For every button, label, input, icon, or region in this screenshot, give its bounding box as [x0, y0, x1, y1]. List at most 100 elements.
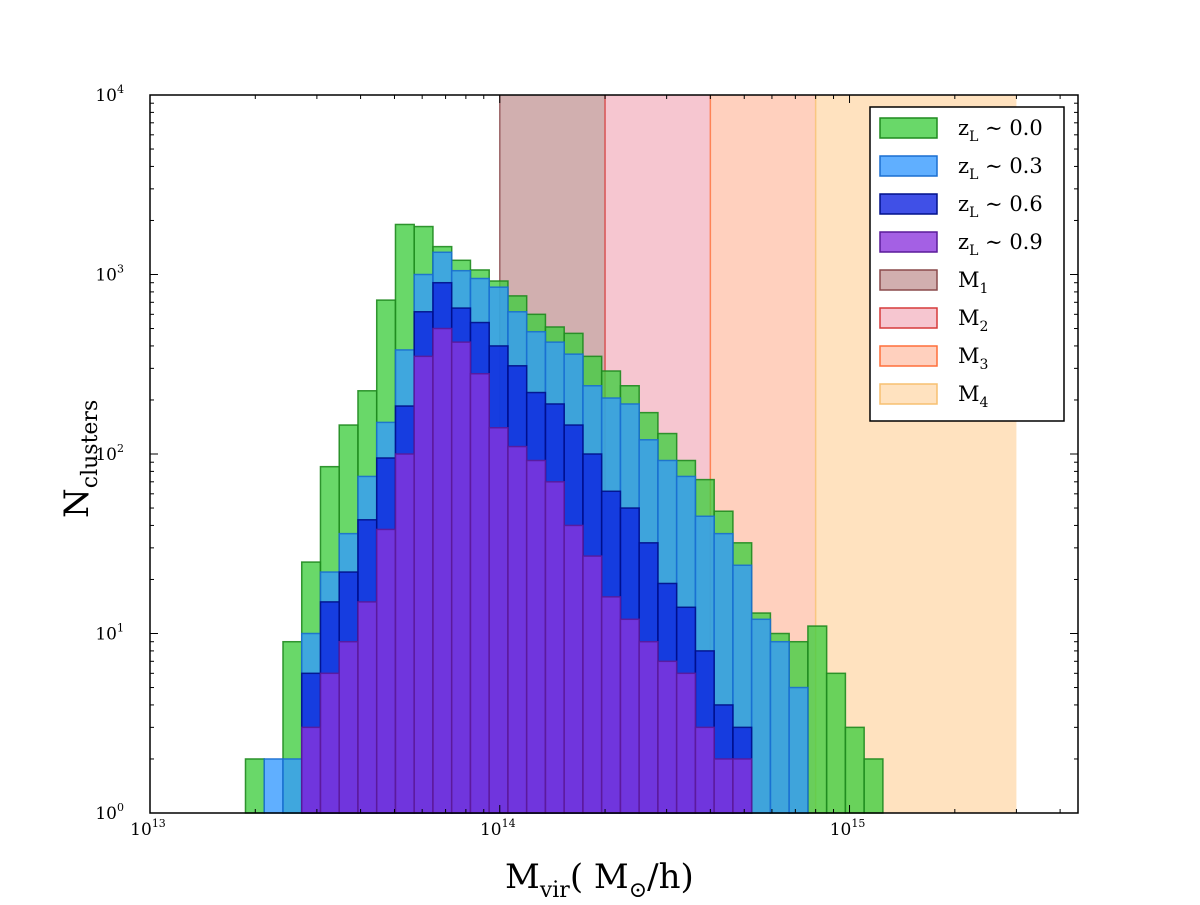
legend-label: M4: [958, 382, 989, 411]
bar-series3-bin15: [525, 459, 547, 814]
x-axis-label-sub: vir: [539, 878, 570, 903]
bar-series3-bin20: [619, 618, 640, 814]
bar-series3-bin10: [432, 327, 453, 814]
bar-series3-bin26: [732, 758, 753, 814]
x-axis-label-tail: /h): [647, 857, 694, 897]
bar-series3-bin12: [469, 372, 490, 814]
bar-series1-bin28: [769, 640, 790, 814]
y-tick-label: 100: [95, 801, 124, 824]
bar-series3-bin17: [563, 524, 584, 814]
bar-series1-bin29: [788, 686, 809, 814]
x-tick-label-base: 10: [830, 820, 852, 840]
legend-label-value: ∼ 0.3: [978, 154, 1042, 178]
x-axis-label: Mvir( M⊙/h): [505, 857, 694, 903]
bar-series3-bin3: [300, 726, 322, 814]
legend-swatch: [879, 117, 938, 139]
y-tick-label-exp: 0: [117, 801, 124, 814]
legend-label-value: ∼ 0.0: [978, 116, 1042, 140]
y-tick-label-exp: 4: [117, 83, 124, 96]
legend-label: zL ∼ 0.6: [958, 192, 1043, 221]
bar-series3-bin4: [319, 672, 340, 814]
bar-series3-bin5: [338, 640, 359, 814]
legend-label-sub: L: [969, 129, 978, 145]
legend-label-main: z: [958, 154, 969, 178]
x-axis-label-sun: ⊙: [629, 878, 647, 903]
bar-series3-bin19: [600, 596, 622, 814]
legend-label: M2: [958, 306, 988, 335]
bar-series3-bin14: [507, 445, 528, 814]
legend-label-sub: 3: [980, 357, 989, 373]
bar-series3-bin6: [357, 601, 378, 814]
bar-series0-bin32: [844, 726, 865, 814]
legend-label-value: ∼ 0.6: [978, 192, 1042, 216]
y-tick-label: 101: [95, 622, 124, 645]
x-tick-label: 1014: [480, 817, 516, 840]
legend-swatch: [879, 193, 938, 215]
x-tick-label-exp: 13: [152, 817, 166, 830]
x-tick-label-base: 10: [130, 820, 152, 840]
x-axis-label-main: M: [505, 857, 540, 897]
legend-label-value: ∼ 0.9: [978, 230, 1042, 254]
bar-series3-bin18: [582, 555, 603, 814]
y-tick-label-exp: 3: [117, 263, 124, 276]
y-tick-label-base: 10: [95, 86, 117, 106]
y-tick-label-base: 10: [95, 445, 117, 465]
bar-series3-bin25: [713, 758, 734, 814]
legend-label-sub: L: [969, 205, 978, 221]
y-axis-label: Nclusters: [57, 400, 103, 518]
y-axis-label-sub: clusters: [78, 400, 103, 488]
legend-label: M3: [958, 344, 988, 373]
legend-swatch: [879, 345, 938, 367]
bar-series0-bin30: [807, 625, 828, 814]
legend-label-sub: 1: [980, 281, 989, 297]
bar-series0-bin0: [244, 758, 265, 814]
y-axis-label-main: N: [57, 488, 97, 518]
legend-label: M1: [958, 268, 988, 297]
legend-label-main: z: [958, 192, 969, 216]
bar-series3-bin8: [394, 453, 415, 814]
legend-label-main: M: [958, 382, 980, 406]
y-tick-label-exp: 2: [117, 442, 124, 455]
legend-swatch: [879, 307, 938, 329]
legend-swatch: [879, 383, 938, 405]
bar-series3-bin16: [544, 481, 565, 814]
bar-series3-bin9: [413, 355, 434, 814]
legend-swatch: [879, 269, 938, 291]
legend-swatch: [879, 231, 938, 253]
y-tick-label: 102: [95, 442, 124, 465]
x-tick-label-exp: 15: [851, 817, 865, 830]
legend-label-main: M: [958, 344, 980, 368]
bar-series3-bin13: [488, 427, 509, 814]
bar-series1-bin27: [750, 618, 772, 814]
x-tick-label-exp: 14: [502, 817, 516, 830]
legend-label-main: M: [958, 268, 980, 292]
x-tick-label-base: 10: [480, 820, 502, 840]
bar-series3-bin7: [375, 528, 397, 814]
bar-series3-bin24: [694, 726, 715, 814]
bar-series0-bin31: [825, 672, 847, 814]
legend-label-sub: 4: [980, 395, 989, 411]
legend-label: zL ∼ 0.3: [958, 154, 1043, 183]
y-tick-label: 104: [95, 83, 124, 106]
legend-label-main: z: [958, 116, 969, 140]
x-tick-label: 1015: [830, 817, 866, 840]
legend-label-sub: L: [969, 167, 978, 183]
legend-label-sub: L: [969, 243, 978, 259]
bar-series0-bin33: [863, 758, 884, 814]
legend-label: zL ∼ 0.0: [958, 116, 1043, 145]
legend-swatch: [879, 155, 938, 177]
y-tick-label-base: 10: [95, 625, 117, 645]
y-tick-label: 103: [95, 263, 124, 286]
legend-label-main: M: [958, 306, 980, 330]
x-axis-label-rest: ( M: [570, 857, 629, 897]
y-tick-label-base: 10: [95, 266, 117, 286]
bar-series1-bin1: [263, 758, 284, 814]
bar-series3-bin23: [675, 672, 697, 814]
y-tick-label-exp: 1: [117, 622, 124, 635]
x-tick-label: 1013: [130, 817, 166, 840]
bar-series1-bin2: [282, 758, 303, 814]
legend-label-sub: 2: [980, 319, 989, 335]
